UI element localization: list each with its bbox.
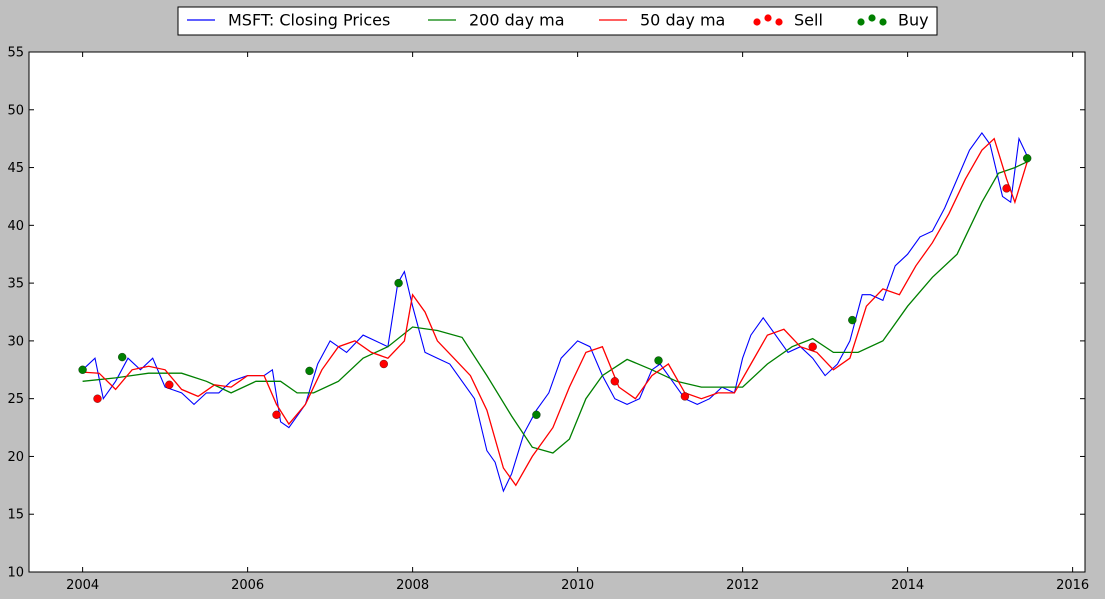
- buy-marker: [394, 278, 403, 288]
- x-tick-label: 2008: [396, 578, 429, 593]
- plot-area: [28, 51, 1086, 573]
- x-tick-label: 2004: [66, 578, 99, 593]
- legend-marker-swatch: [753, 18, 761, 26]
- buy-marker: [1023, 154, 1032, 163]
- y-axis: 10 15 20 25 30 35 40 45 50 55: [7, 46, 1085, 581]
- sell-marker: [272, 410, 281, 419]
- y-tick-label: 45: [7, 161, 24, 176]
- legend-marker-swatch: [775, 18, 783, 26]
- legend-marker-swatch: [857, 18, 865, 26]
- legend-box: [177, 6, 938, 36]
- legend-label: 50 day ma: [640, 11, 725, 30]
- y-tick-label: 30: [7, 334, 24, 349]
- y-tick-label: 55: [7, 46, 24, 61]
- buy-marker: [532, 410, 541, 419]
- y-tick-label: 35: [7, 277, 24, 292]
- x-tick-label: 2006: [231, 578, 264, 593]
- y-tick-label: 20: [7, 450, 24, 465]
- series-layer: [82, 131, 1028, 493]
- legend-label: 200 day ma: [469, 11, 565, 30]
- legend-label: Sell: [794, 11, 823, 30]
- x-axis: 2004 2006 2008 2010 2012 2014 2016: [66, 52, 1089, 593]
- sell-marker: [610, 377, 619, 386]
- y-tick-label: 25: [7, 392, 24, 407]
- sell-marker: [93, 394, 102, 403]
- sell-marker: [1002, 184, 1011, 193]
- series-line-2: [82, 137, 1028, 487]
- legend-label: Buy: [898, 11, 929, 30]
- y-tick-label: 50: [7, 103, 24, 118]
- legend-label: MSFT: Closing Prices: [228, 11, 390, 30]
- series-line-1: [82, 161, 1028, 454]
- y-tick-label: 40: [7, 219, 24, 234]
- sell-marker: [165, 380, 174, 389]
- sell-marker: [680, 392, 690, 401]
- legend-marker-swatch: [868, 14, 876, 22]
- sell-marker: [379, 359, 388, 369]
- x-tick-label: 2014: [891, 578, 924, 593]
- buy-marker: [305, 366, 314, 376]
- buy-marker: [848, 315, 857, 325]
- marker-layer: [78, 154, 1032, 419]
- legend-marker-swatch: [764, 14, 772, 22]
- buy-marker: [654, 356, 663, 365]
- legend: MSFT: Closing Prices 200 day ma 50 day ma S…: [177, 6, 938, 36]
- x-tick-label: 2010: [561, 578, 594, 593]
- y-tick-label: 10: [7, 566, 24, 581]
- legend-marker-swatch: [879, 18, 887, 26]
- x-tick-label: 2016: [1056, 578, 1089, 593]
- x-tick-label: 2012: [726, 578, 759, 593]
- y-tick-label: 15: [7, 508, 24, 523]
- sell-marker: [808, 342, 817, 351]
- buy-marker: [78, 365, 87, 374]
- buy-marker: [118, 352, 127, 362]
